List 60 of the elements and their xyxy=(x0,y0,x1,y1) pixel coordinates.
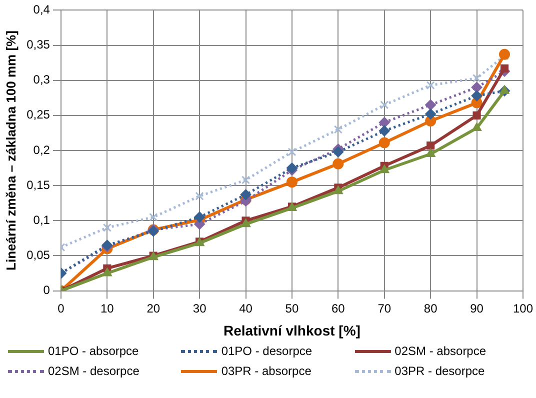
x-axis-title: Relativní vlhkost [%] xyxy=(224,322,360,338)
point xyxy=(102,223,112,232)
y-tick-label: 0,3 xyxy=(33,72,50,87)
y-tick-label: 0,4 xyxy=(33,2,50,17)
y-tick-label: 0,15 xyxy=(26,178,50,192)
y-tick-label: 0,1 xyxy=(33,212,50,227)
point xyxy=(334,125,342,134)
y-tick-label: 0 xyxy=(43,283,50,298)
x-tick-label: 50 xyxy=(285,301,299,316)
x-tick-label: 80 xyxy=(424,301,438,316)
point xyxy=(426,142,435,150)
y-tick-label: 0,35 xyxy=(26,38,50,52)
point xyxy=(240,189,252,200)
point xyxy=(240,218,251,228)
point xyxy=(288,148,296,156)
legend-label: 01PO - absorpce xyxy=(48,344,139,358)
x-tick-label: 40 xyxy=(239,301,253,316)
point xyxy=(102,268,112,276)
x-tick-label: 30 xyxy=(192,301,207,316)
point xyxy=(286,176,298,188)
point xyxy=(378,125,390,136)
point xyxy=(333,186,344,194)
point xyxy=(426,148,436,158)
point xyxy=(471,82,482,93)
x-tick-label: 70 xyxy=(378,301,392,316)
point xyxy=(425,108,436,120)
x-tick-label: 60 xyxy=(331,301,346,316)
x-tick-label: 90 xyxy=(470,301,484,316)
point xyxy=(426,80,435,90)
x-tick-label: 100 xyxy=(512,301,534,316)
point xyxy=(500,64,509,72)
point xyxy=(149,212,158,222)
point xyxy=(499,48,510,60)
x-tick-label: 10 xyxy=(100,301,114,316)
y-tick-label: 0,05 xyxy=(26,248,50,262)
point xyxy=(472,74,482,83)
legend-label: 02SM - absorpce xyxy=(394,344,486,358)
point xyxy=(472,122,482,132)
point xyxy=(194,212,206,223)
point xyxy=(378,116,390,128)
y-tick-label: 0,2 xyxy=(33,142,50,157)
legend-label: 03PR - desorpce xyxy=(394,364,485,378)
point xyxy=(425,99,436,110)
point xyxy=(241,176,250,184)
legend-label: 01PO - desorpce xyxy=(221,344,312,358)
point xyxy=(471,90,482,102)
point xyxy=(380,164,390,174)
point xyxy=(332,158,344,170)
x-tick-label: 20 xyxy=(146,301,160,316)
legend-label: 02SM - desorpce xyxy=(48,364,140,378)
point xyxy=(500,85,510,94)
point xyxy=(472,111,481,120)
legend-label: 03PR - absorpce xyxy=(221,364,312,378)
point xyxy=(195,192,204,200)
point xyxy=(380,100,389,110)
y-axis-title: Lineární změna – základna 100 mm [%] xyxy=(3,30,18,270)
x-tick-label: 0 xyxy=(58,301,65,316)
point xyxy=(378,137,390,148)
y-tick-label: 0,25 xyxy=(26,108,50,122)
point xyxy=(332,146,344,158)
